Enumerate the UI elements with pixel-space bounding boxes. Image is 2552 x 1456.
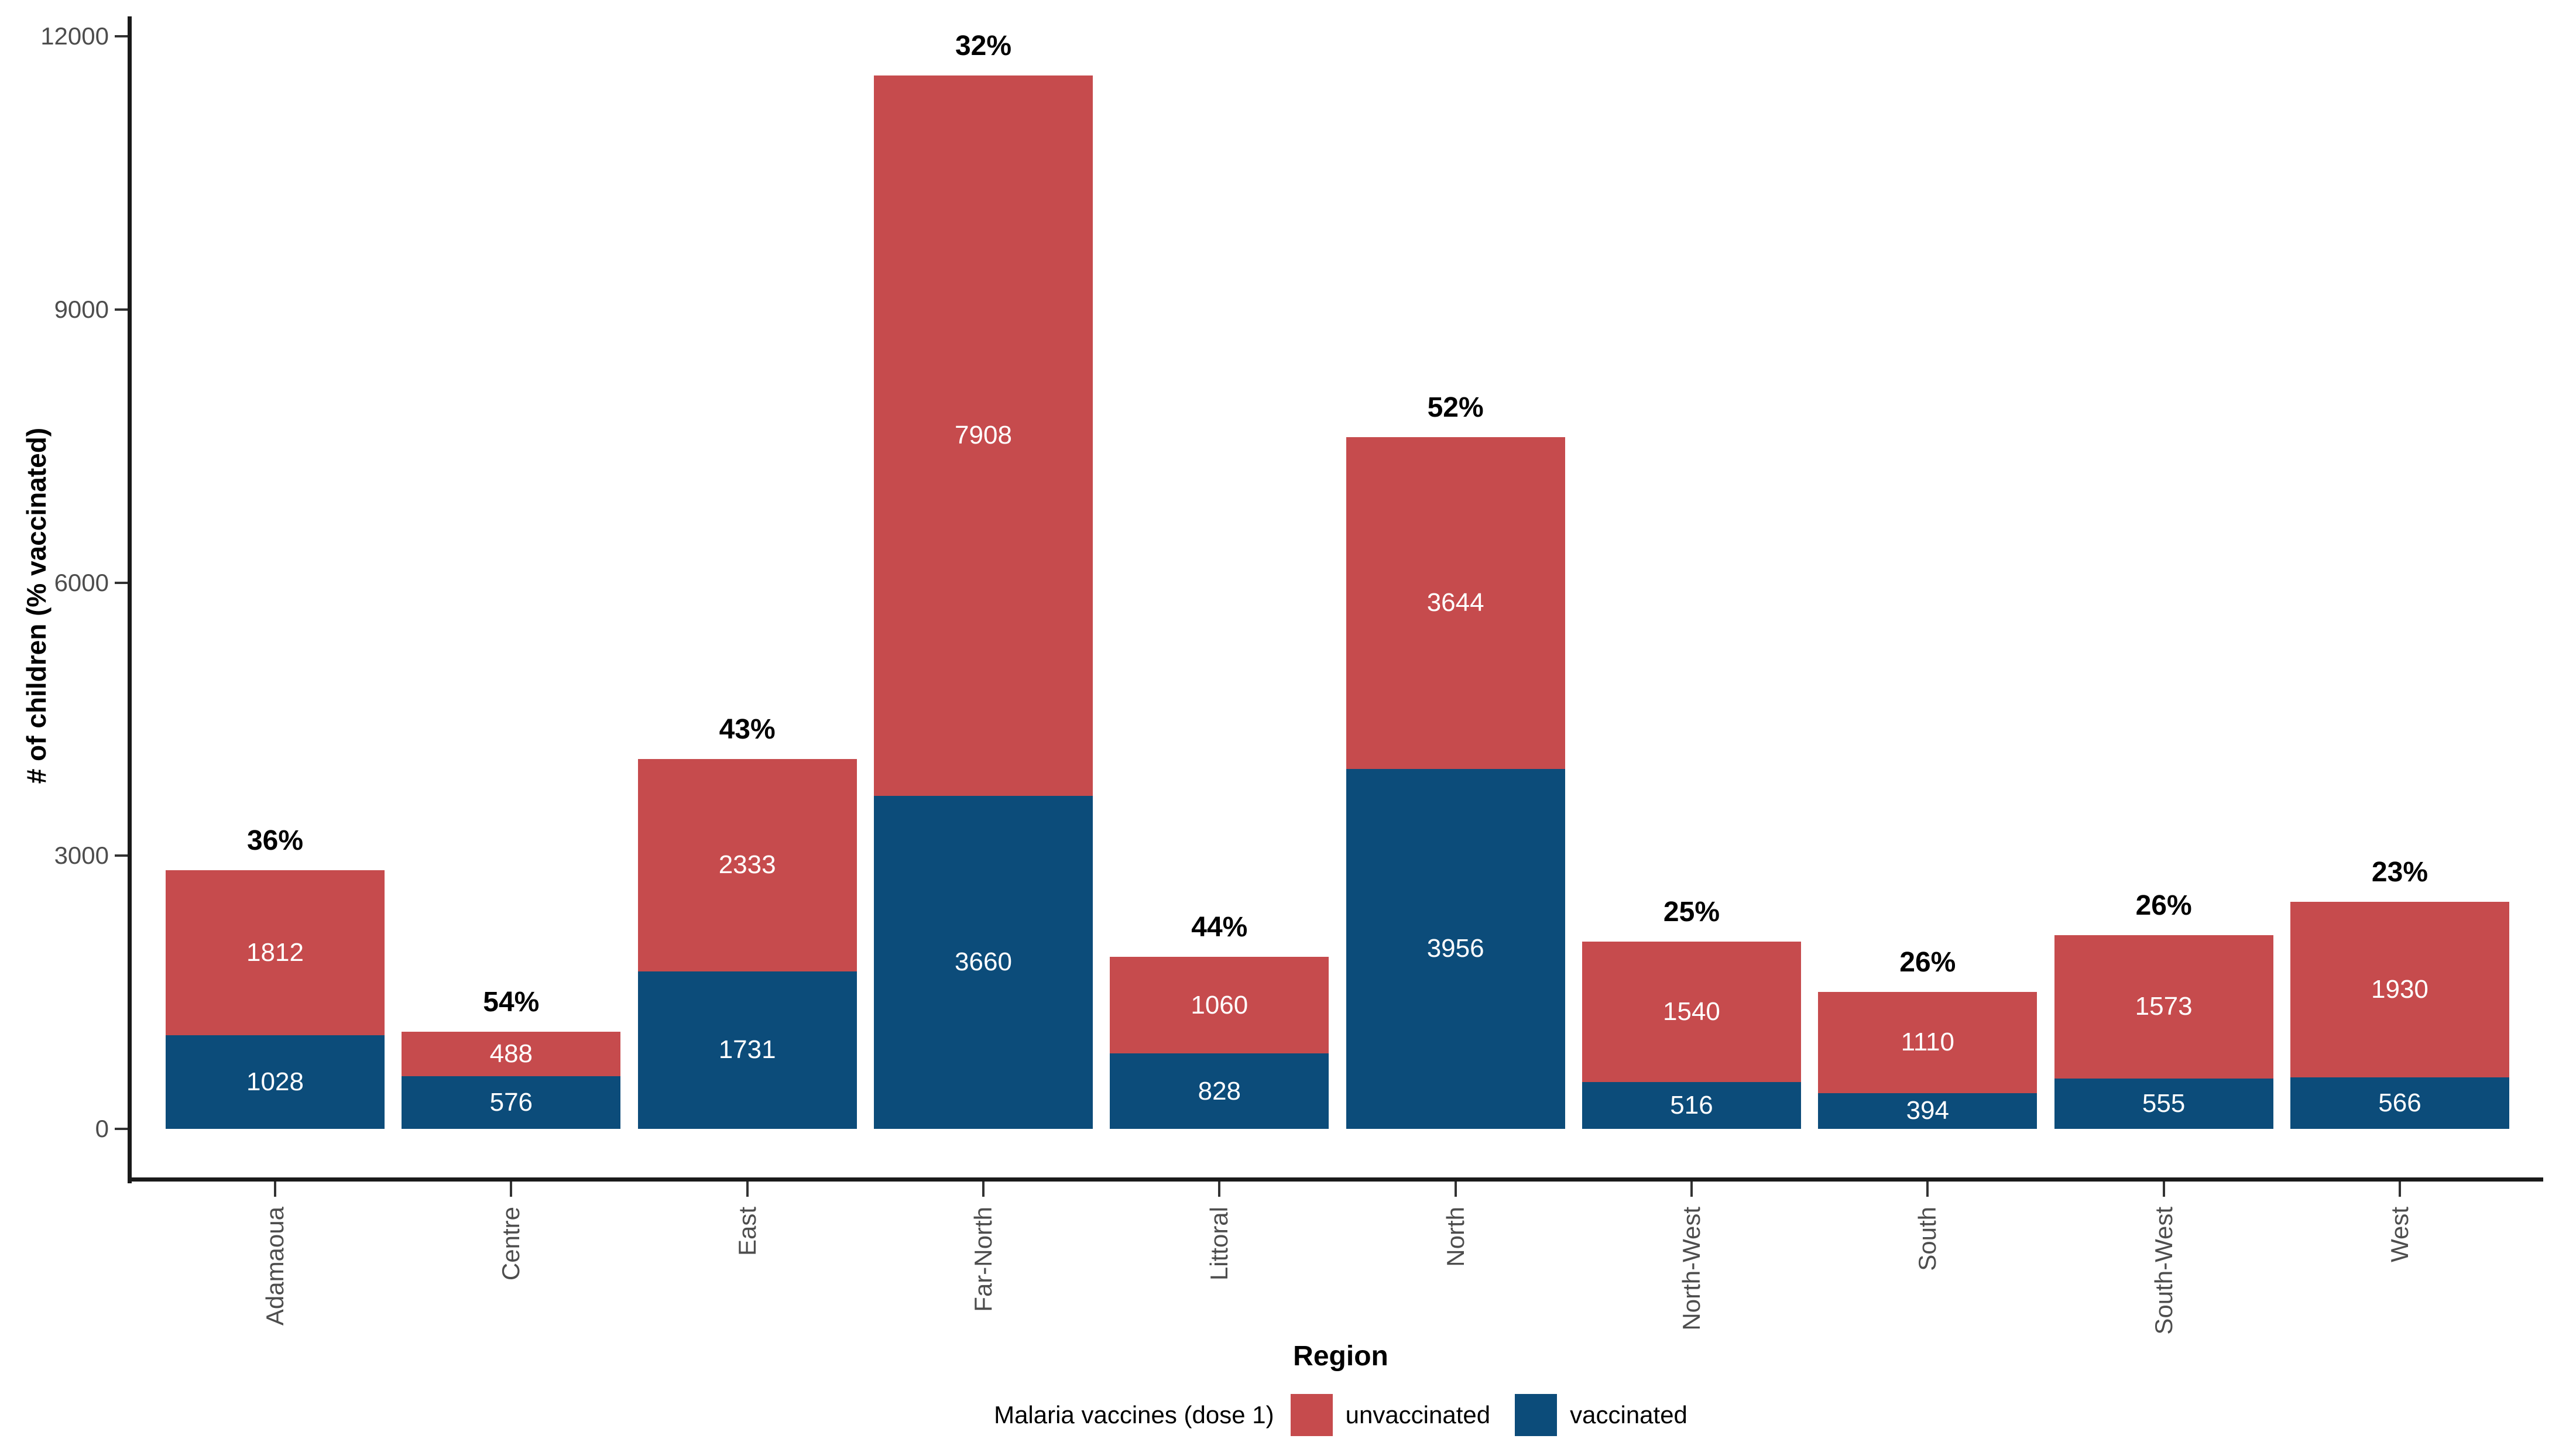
bar-segment-vaccinated bbox=[166, 1035, 385, 1129]
legend-item-vaccinated: vaccinated bbox=[1515, 1394, 1687, 1436]
bar-segment-vaccinated bbox=[637, 971, 857, 1129]
legend-swatch-vaccinated bbox=[1515, 1394, 1558, 1436]
x-tick-label-south-west: South-West bbox=[2149, 1207, 2177, 1335]
y-tick-label: 12000 bbox=[40, 22, 109, 50]
bar-segment-unvaccinated bbox=[1346, 437, 1565, 769]
x-axis-line bbox=[128, 1177, 2543, 1182]
bar-segment-vaccinated bbox=[1346, 768, 1565, 1129]
y-axis-line bbox=[128, 16, 132, 1183]
bar-segment-unvaccinated bbox=[1582, 942, 1801, 1082]
x-tick-label-north-west: North-West bbox=[1677, 1207, 1705, 1331]
x-tick-label-west: West bbox=[2385, 1207, 2413, 1262]
y-tick-label: 9000 bbox=[54, 295, 109, 323]
legend-label-vaccinated: vaccinated bbox=[1570, 1401, 1687, 1428]
bar-segment-unvaccinated bbox=[2290, 901, 2509, 1077]
bar-value-unvaccinated: 1060 bbox=[1191, 990, 1248, 1019]
x-axis-title: Region bbox=[1293, 1341, 1388, 1372]
y-tick bbox=[115, 854, 128, 857]
x-tick bbox=[1690, 1182, 1693, 1197]
bar-value-vaccinated: 1731 bbox=[718, 1035, 776, 1064]
bar-segment-vaccinated bbox=[1582, 1081, 1801, 1129]
bar-value-vaccinated: 3956 bbox=[1426, 934, 1484, 963]
x-tick bbox=[1926, 1182, 1929, 1197]
legend-title: Malaria vaccines (dose 1) bbox=[994, 1401, 1274, 1428]
bar-value-vaccinated: 3660 bbox=[955, 947, 1012, 977]
x-tick-label-east: East bbox=[733, 1207, 761, 1256]
y-tick bbox=[115, 308, 128, 311]
bar-value-unvaccinated: 3644 bbox=[1426, 588, 1484, 617]
bar-pct-label: 26% bbox=[2135, 890, 2192, 921]
bar-segment-vaccinated bbox=[2054, 1078, 2273, 1129]
bar-value-unvaccinated: 1812 bbox=[246, 938, 304, 967]
bar-value-vaccinated: 555 bbox=[2142, 1088, 2186, 1118]
bar-pct-label: 26% bbox=[1899, 947, 1956, 978]
bar-value-vaccinated: 516 bbox=[1670, 1090, 1713, 1120]
bar-value-unvaccinated: 7908 bbox=[955, 421, 1012, 450]
bar-segment-unvaccinated bbox=[637, 758, 857, 971]
x-tick bbox=[746, 1182, 749, 1197]
bar-value-unvaccinated: 1573 bbox=[2135, 992, 2193, 1021]
bar-pct-label: 25% bbox=[1663, 897, 1720, 928]
x-tick-label-littoral: Littoral bbox=[1205, 1207, 1233, 1281]
bar-pct-label: 52% bbox=[1427, 392, 1484, 423]
bar-segment-unvaccinated bbox=[2054, 935, 2273, 1079]
bar-segment-vaccinated bbox=[1818, 1093, 2038, 1129]
y-tick bbox=[115, 1128, 128, 1130]
bar-value-vaccinated: 828 bbox=[1198, 1076, 1241, 1105]
bar-value-unvaccinated: 488 bbox=[489, 1039, 533, 1069]
y-tick bbox=[115, 581, 128, 584]
bar-segment-unvaccinated bbox=[1110, 957, 1329, 1054]
x-tick-label-centre: Centre bbox=[497, 1207, 525, 1281]
bar-segment-unvaccinated bbox=[402, 1032, 621, 1077]
x-tick bbox=[1454, 1182, 1457, 1197]
x-tick-label-south: South bbox=[1913, 1207, 1942, 1271]
legend-item-unvaccinated: unvaccinated bbox=[1290, 1394, 1491, 1436]
bar-pct-label: 44% bbox=[1191, 912, 1248, 943]
y-tick-label: 3000 bbox=[54, 842, 109, 870]
x-tick-label-adamaoua: Adamaoua bbox=[261, 1207, 289, 1326]
bar-value-vaccinated: 394 bbox=[1906, 1096, 1949, 1125]
x-tick bbox=[2398, 1182, 2401, 1197]
bar-value-unvaccinated: 1110 bbox=[1901, 1028, 1954, 1057]
bar-pct-label: 54% bbox=[483, 987, 540, 1018]
y-tick-label: 6000 bbox=[54, 568, 109, 596]
bar-pct-label: 43% bbox=[719, 713, 776, 745]
legend: Malaria vaccines (dose 1) unvaccinated v… bbox=[129, 1390, 2552, 1440]
x-tick bbox=[2162, 1182, 2165, 1197]
bar-value-unvaccinated: 1930 bbox=[2371, 974, 2428, 1004]
bar-value-vaccinated: 566 bbox=[2378, 1088, 2421, 1117]
bar-pct-label: 36% bbox=[246, 825, 304, 857]
x-tick-label-far-north: Far-North bbox=[969, 1207, 997, 1312]
y-tick-label: 0 bbox=[95, 1115, 109, 1142]
x-tick bbox=[982, 1182, 985, 1197]
bar-value-unvaccinated: 1540 bbox=[1663, 997, 1720, 1026]
x-tick bbox=[510, 1182, 513, 1197]
bar-segment-vaccinated bbox=[873, 795, 1093, 1129]
bar-segment-vaccinated bbox=[2290, 1077, 2509, 1129]
legend-swatch-unvaccinated bbox=[1290, 1394, 1333, 1436]
bar-segment-unvaccinated bbox=[1818, 992, 2038, 1093]
bar-value-vaccinated: 1028 bbox=[246, 1067, 304, 1097]
bar-segment-vaccinated bbox=[402, 1076, 621, 1129]
bar-segment-unvaccinated bbox=[166, 870, 385, 1036]
x-tick-label-north: North bbox=[1441, 1207, 1469, 1267]
x-tick bbox=[1218, 1182, 1221, 1197]
x-tick bbox=[274, 1182, 276, 1197]
bar-segment-vaccinated bbox=[1110, 1053, 1329, 1129]
bar-value-unvaccinated: 2333 bbox=[718, 850, 776, 880]
bar-pct-label: 23% bbox=[2371, 856, 2428, 888]
bar-value-vaccinated: 576 bbox=[489, 1088, 533, 1117]
bar-pct-label: 32% bbox=[955, 30, 1012, 62]
legend-label-unvaccinated: unvaccinated bbox=[1345, 1401, 1491, 1428]
y-tick bbox=[115, 35, 128, 38]
bar-segment-unvaccinated bbox=[873, 75, 1093, 796]
